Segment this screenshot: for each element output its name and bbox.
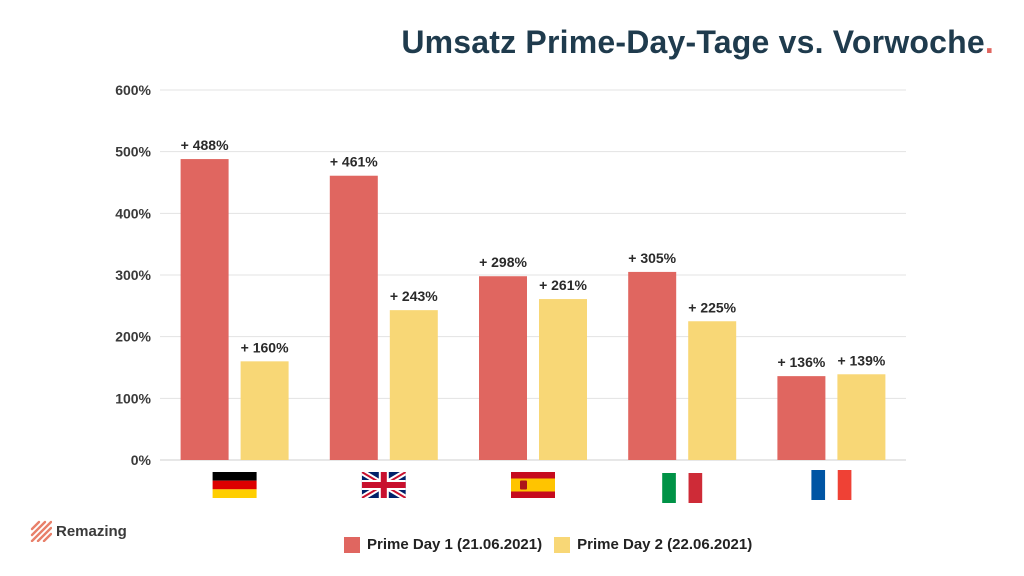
y-tick-label: 100% [115,390,151,406]
legend-label-series-1: Prime Day 1 (21.06.2021) [367,536,543,553]
data-label: + 136% [777,354,825,370]
data-label: + 488% [181,137,229,153]
legend-label-series-2: Prime Day 2 (22.06.2021) [577,536,753,553]
bar-series-2 [837,374,886,460]
y-tick-label: 500% [115,144,151,160]
data-label: + 243% [390,288,438,304]
bar-series-2 [688,321,737,460]
flag-germany-icon [212,472,257,498]
data-label: + 305% [628,250,676,266]
bar-series-2 [539,299,587,460]
data-label: + 225% [688,299,736,315]
data-label: + 261% [539,277,587,293]
y-tick-label: 300% [115,267,151,283]
flag-spain-icon [511,472,555,498]
y-tick-label: 0% [131,452,152,468]
legend-item-series-1: Prime Day 1 (21.06.2021) [344,536,542,553]
data-label: + 139% [837,352,885,368]
bar-series-1 [329,175,378,460]
brand-logo: Remazing [30,520,127,542]
remazing-logo-icon [30,520,52,542]
data-label: + 160% [241,339,289,355]
y-tick-label: 600% [115,82,151,98]
legend-item-series-2: Prime Day 2 (22.06.2021) [554,536,752,553]
legend-swatch-series-1 [344,536,360,553]
chart-legend: Prime Day 1 (21.06.2021) Prime Day 2 (22… [344,536,764,553]
y-tick-label: 400% [115,205,151,221]
chart-title: Umsatz Prime-Day-Tage vs. Vorwoche. [401,24,994,60]
data-label: + 298% [479,254,527,270]
legend-swatch-series-2 [554,536,571,553]
flag-uk-icon [361,472,406,498]
flag-italy-icon [662,473,703,503]
bar-series-1 [180,159,229,461]
bar-series-2 [389,310,438,460]
bar-series-1 [628,271,677,460]
data-label: + 461% [330,154,378,170]
brand-name: Remazing [56,522,127,540]
bar-series-1 [479,276,527,460]
y-tick-label: 200% [115,329,151,345]
flag-france-icon [811,470,852,500]
bar-series-2 [240,361,289,460]
bar-series-1 [777,376,826,460]
